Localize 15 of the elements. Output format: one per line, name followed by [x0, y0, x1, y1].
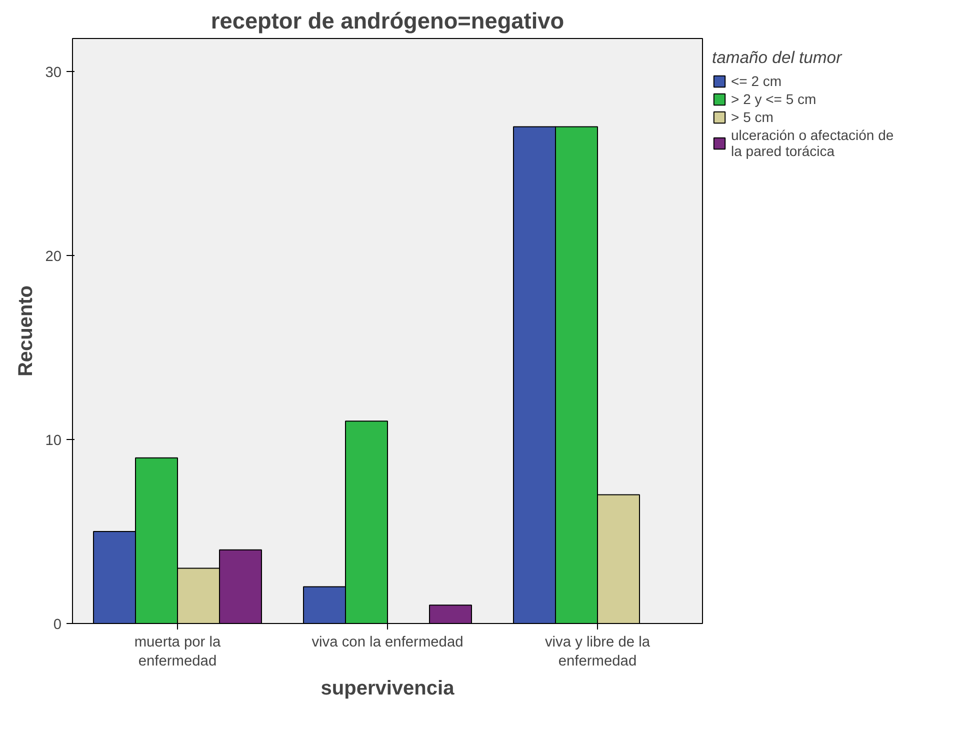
- y-tick-label: 0: [53, 617, 62, 633]
- x-tick-label: viva con la enfermedad: [312, 634, 464, 650]
- y-tick-label: 10: [45, 433, 62, 450]
- y-tick-label: 30: [45, 65, 62, 82]
- x-tick-label: muerta por la enfermedad: [134, 634, 222, 670]
- legend-title: tamaño del tumor: [712, 48, 844, 68]
- legend-label: > 5 cm: [731, 109, 774, 125]
- legend-label: <= 2 cm: [731, 73, 782, 89]
- chart-title: receptor de andrógeno=negativo: [210, 8, 564, 34]
- y-tick-label: 20: [45, 249, 62, 266]
- legend-label: > 2 y <= 5 cm: [731, 91, 816, 107]
- legend-label: ulceración o afectación de la pared torácica: [731, 127, 894, 159]
- x-tick-label: viva y libre de la enfermedad: [544, 634, 651, 670]
- x-axis-title: supervivencia: [320, 678, 456, 700]
- y-axis-title: Recuento: [15, 285, 38, 377]
